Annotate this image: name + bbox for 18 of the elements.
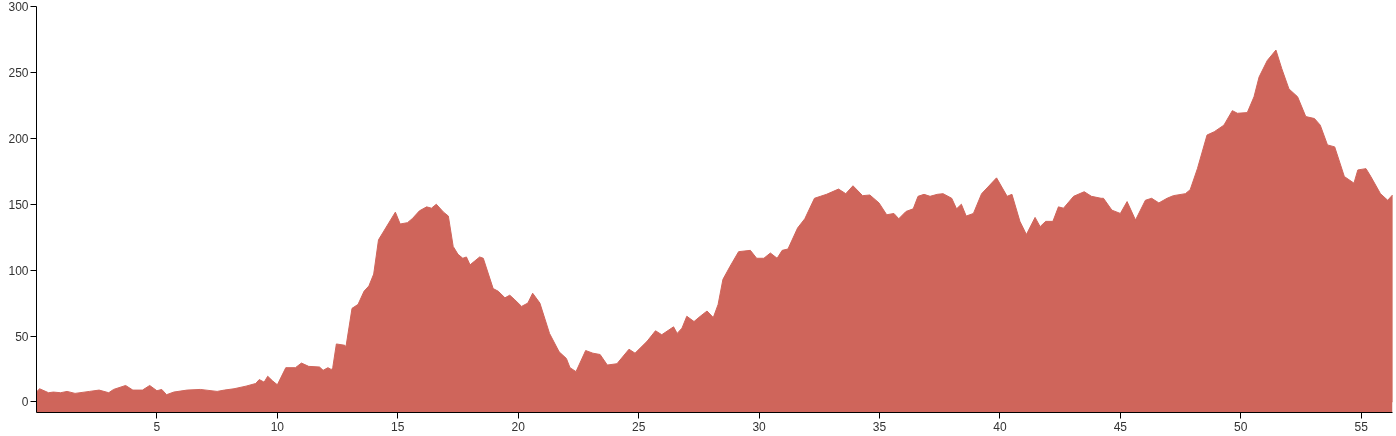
x-tick-label: 40 bbox=[993, 419, 1007, 434]
y-tick-label: 150 bbox=[8, 197, 29, 212]
x-tick-label: 35 bbox=[872, 419, 887, 434]
y-tick-label: 100 bbox=[8, 263, 29, 278]
y-tick-label: 50 bbox=[15, 329, 29, 344]
y-tick-label: 200 bbox=[8, 131, 29, 146]
x-tick-label: 55 bbox=[1354, 419, 1369, 434]
y-tick-label: 0 bbox=[21, 395, 29, 410]
x-tick-label: 50 bbox=[1234, 419, 1248, 434]
y-tick-label: 250 bbox=[8, 65, 29, 80]
x-tick-label: 45 bbox=[1113, 419, 1128, 434]
x-tick-label: 20 bbox=[511, 419, 526, 434]
x-tick-label: 10 bbox=[270, 419, 285, 434]
x-tick-label: 15 bbox=[391, 419, 405, 434]
y-tick-label: 300 bbox=[8, 0, 29, 14]
x-tick-label: 5 bbox=[153, 419, 161, 434]
x-tick-label: 25 bbox=[631, 419, 646, 434]
x-tick-label: 30 bbox=[752, 419, 767, 434]
